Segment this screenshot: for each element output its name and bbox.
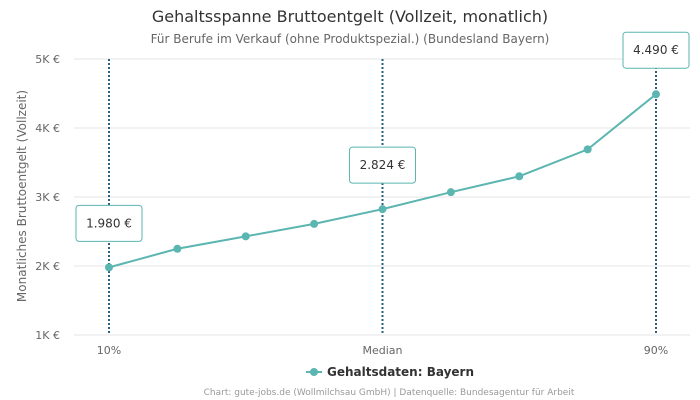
y-tick-label: 4K € [35,122,60,135]
legend-series-name: Gehaltsdaten: Bayern [327,365,474,379]
y-tick-label: 5K € [35,53,60,66]
data-point[interactable] [583,145,592,154]
y-tick-label: 3K € [35,191,60,204]
y-tick-label: 2K € [35,260,60,273]
data-point[interactable] [515,172,524,181]
x-tick-label: 10% [97,344,121,357]
legend-marker-symbol [310,368,318,376]
value-callout: 4.490 € [622,31,690,69]
callout-box [622,31,690,69]
callout-value: 4.490 € [633,43,679,57]
chart-subtitle: Für Berufe im Verkauf (ohne Produktspezi… [151,32,550,46]
x-tick-label: Median [362,344,402,357]
percentile-marker-lines [108,59,657,335]
x-axis-ticks: 10% Median 90% [97,344,668,357]
y-axis-label: Monatliches Bruttoentgelt (Vollzeit) [15,90,29,302]
data-point[interactable] [173,244,182,253]
series-line-group [105,90,660,272]
data-point[interactable] [378,205,387,214]
value-callout: 1.980 € [75,204,143,242]
callout-value: 1.980 € [86,216,132,230]
chart-title: Gehaltsspanne Bruttoentgelt (Vollzeit, m… [152,7,548,26]
value-callout: 2.824 € [349,146,416,184]
callout-value: 2.824 € [360,158,406,172]
chart-credits: Chart: gute-jobs.de (Wollmilchsau GmbH) … [204,388,575,398]
callout-box [349,146,416,184]
data-point[interactable] [105,263,113,272]
data-point[interactable] [241,232,250,241]
y-tick-label: 1K € [35,329,60,342]
data-point[interactable] [652,90,660,99]
y-axis-ticks: 1K € 2K € 3K € 4K € 5K € [35,53,60,342]
data-point[interactable] [446,188,455,197]
x-tick-label: 90% [644,344,668,357]
data-point[interactable] [310,219,319,228]
legend[interactable]: Gehaltsdaten: Bayern [306,365,474,379]
value-callouts: 1.980 € 2.824 € 4.490 € [75,31,690,242]
callout-box [75,204,143,242]
